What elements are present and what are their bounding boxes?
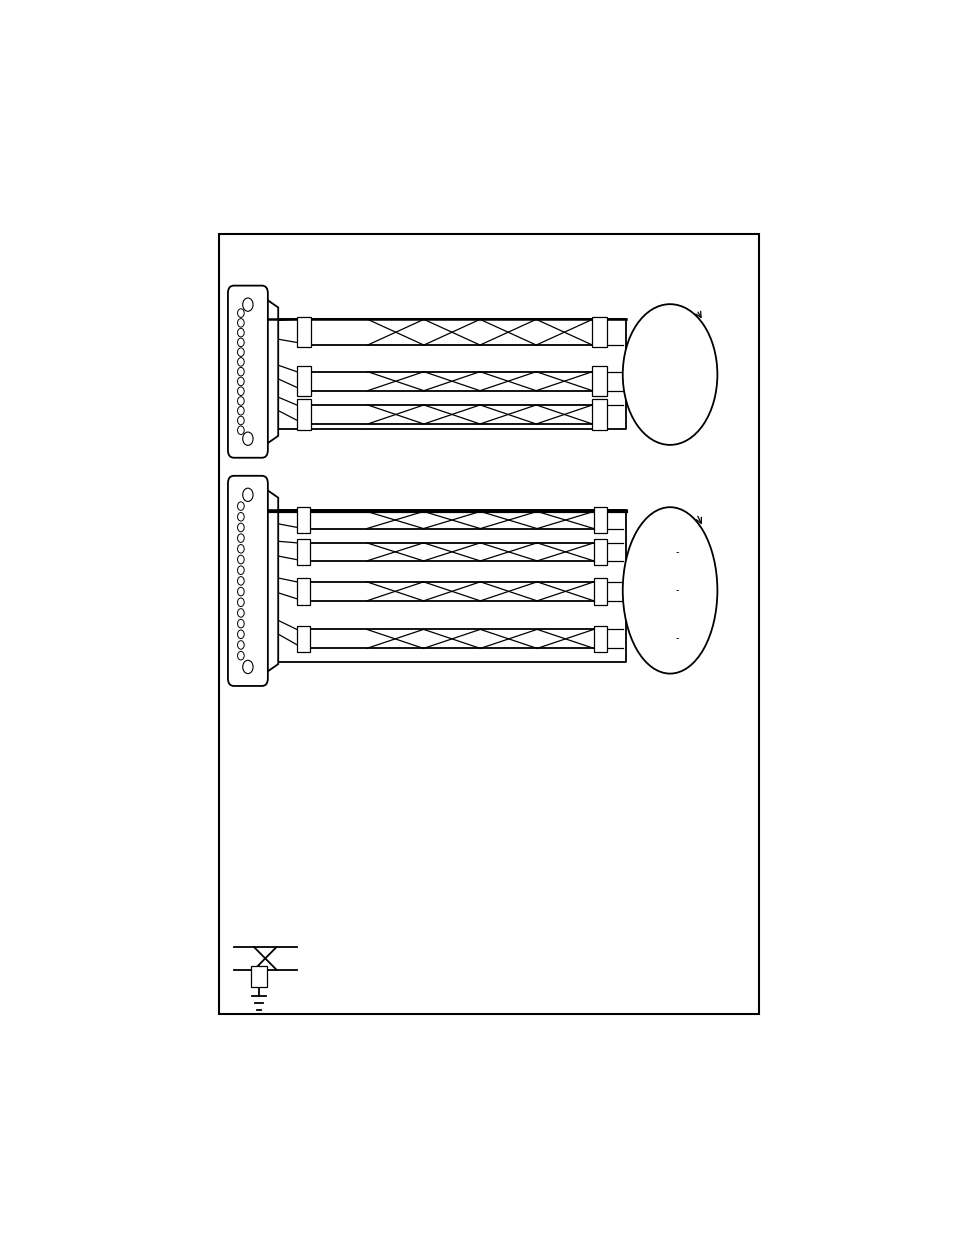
Bar bbox=[296, 626, 310, 652]
Bar bbox=[296, 506, 310, 534]
Polygon shape bbox=[254, 291, 278, 452]
Circle shape bbox=[237, 338, 244, 347]
Text: -: - bbox=[675, 585, 679, 595]
Circle shape bbox=[237, 556, 244, 564]
Text: -: - bbox=[675, 547, 679, 557]
Bar bbox=[592, 317, 607, 347]
Circle shape bbox=[237, 358, 244, 367]
Circle shape bbox=[237, 588, 244, 595]
Ellipse shape bbox=[622, 508, 717, 673]
Bar bbox=[594, 626, 607, 652]
Circle shape bbox=[237, 309, 244, 317]
Circle shape bbox=[237, 319, 244, 327]
Circle shape bbox=[242, 432, 253, 446]
Bar bbox=[296, 538, 310, 566]
Circle shape bbox=[237, 367, 244, 375]
Circle shape bbox=[237, 534, 244, 542]
Circle shape bbox=[242, 661, 253, 673]
Circle shape bbox=[237, 598, 244, 606]
Polygon shape bbox=[254, 482, 278, 680]
FancyBboxPatch shape bbox=[228, 285, 268, 458]
Circle shape bbox=[237, 387, 244, 395]
Circle shape bbox=[237, 396, 244, 405]
Circle shape bbox=[237, 641, 244, 650]
Circle shape bbox=[242, 488, 253, 501]
Bar bbox=[594, 538, 607, 566]
Circle shape bbox=[237, 406, 244, 415]
Bar bbox=[592, 366, 607, 396]
Circle shape bbox=[237, 513, 244, 521]
Circle shape bbox=[237, 524, 244, 532]
Bar bbox=[592, 399, 607, 430]
Circle shape bbox=[237, 577, 244, 585]
Bar bbox=[594, 578, 607, 605]
Circle shape bbox=[237, 651, 244, 659]
Circle shape bbox=[237, 426, 244, 435]
Bar bbox=[296, 578, 310, 605]
Circle shape bbox=[237, 619, 244, 627]
Circle shape bbox=[237, 348, 244, 357]
Ellipse shape bbox=[622, 304, 717, 445]
FancyBboxPatch shape bbox=[228, 475, 268, 685]
Text: -: - bbox=[675, 634, 679, 643]
Circle shape bbox=[237, 501, 244, 510]
Bar bbox=[219, 233, 758, 1014]
Circle shape bbox=[242, 298, 253, 311]
Bar bbox=[594, 506, 607, 534]
Bar bbox=[251, 966, 267, 987]
Circle shape bbox=[237, 566, 244, 574]
Bar bbox=[296, 366, 311, 396]
Circle shape bbox=[237, 329, 244, 337]
Circle shape bbox=[237, 416, 244, 425]
Circle shape bbox=[237, 377, 244, 385]
Circle shape bbox=[237, 609, 244, 618]
Bar bbox=[296, 317, 311, 347]
Circle shape bbox=[237, 545, 244, 553]
Bar bbox=[296, 399, 311, 430]
Circle shape bbox=[237, 630, 244, 638]
